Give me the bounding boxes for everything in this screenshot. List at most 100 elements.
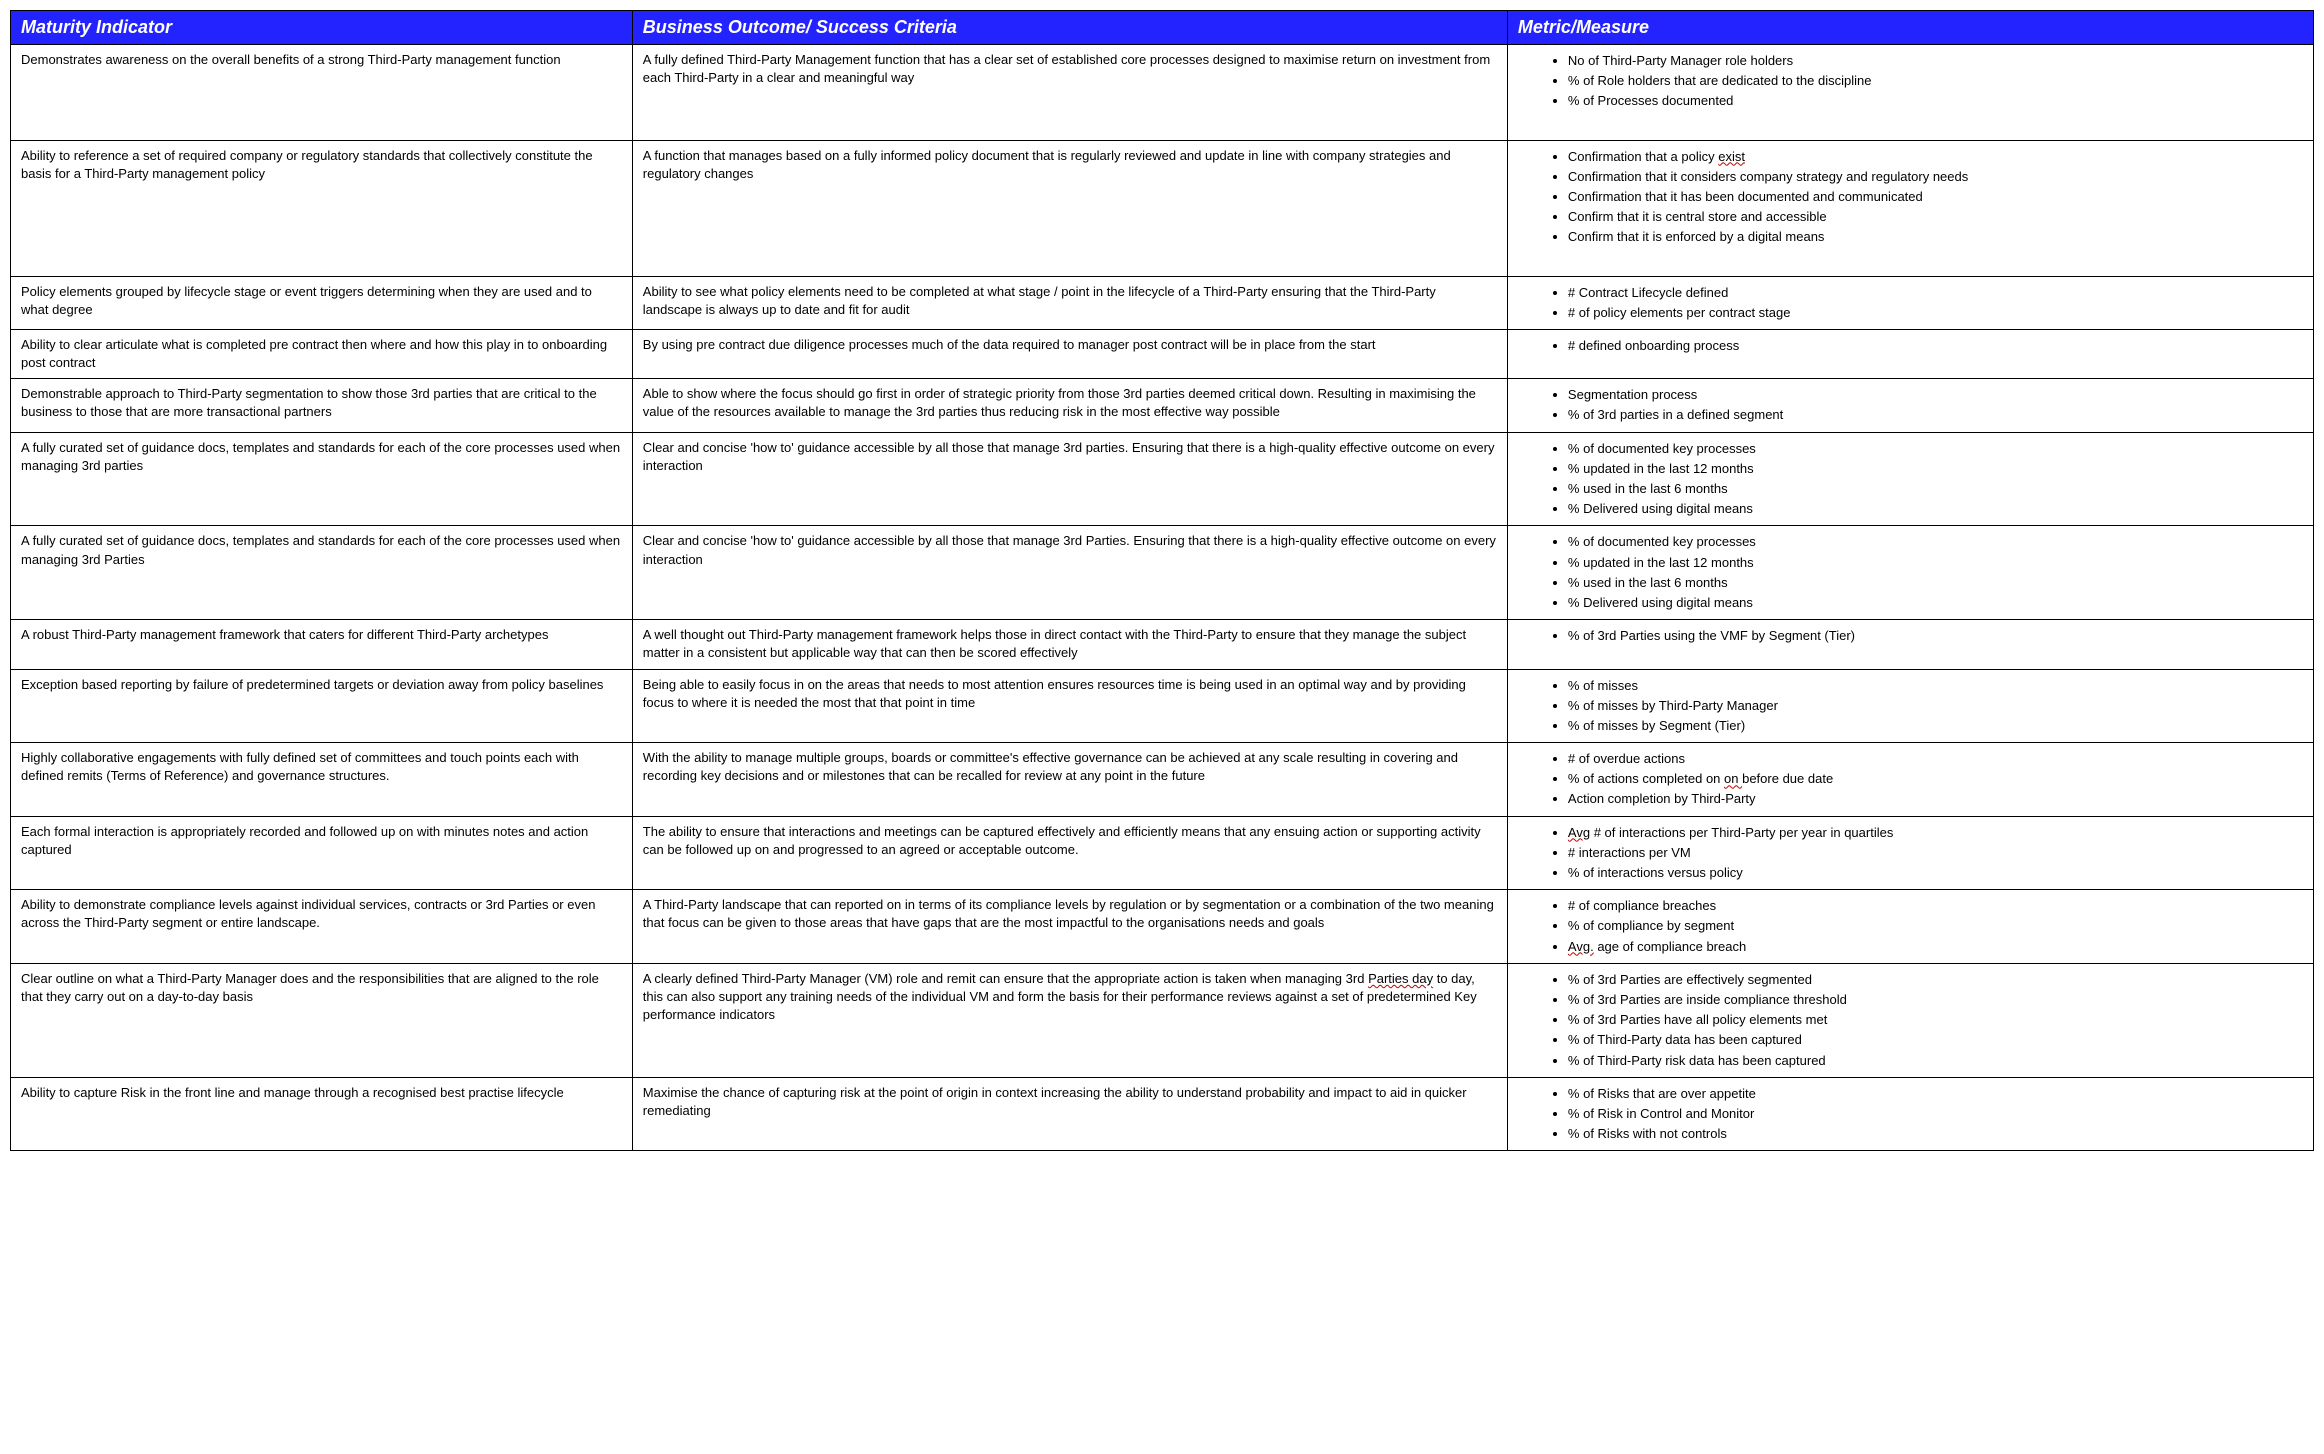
cell-maturity-indicator: Ability to clear articulate what is comp… [11,329,633,378]
table-row: Ability to capture Risk in the front lin… [11,1077,2314,1151]
cell-business-outcome: A function that manages based on a fully… [632,140,1507,276]
metric-item: % of documented key processes [1568,439,2303,459]
metric-item: Avg. age of compliance breach [1568,937,2303,957]
cell-metric-measure: Confirmation that a policy existConfirma… [1507,140,2313,276]
cell-business-outcome: The ability to ensure that interactions … [632,816,1507,890]
metric-item: # of overdue actions [1568,749,2303,769]
cell-metric-measure: # defined onboarding process [1507,329,2313,378]
metric-item: Confirm that it is enforced by a digital… [1568,227,2303,247]
table-row: A fully curated set of guidance docs, te… [11,526,2314,620]
metric-item: Confirmation that it has been documented… [1568,187,2303,207]
metric-item: % used in the last 6 months [1568,479,2303,499]
cell-metric-measure: % of documented key processes% updated i… [1507,432,2313,526]
table-row: Demonstrates awareness on the overall be… [11,45,2314,141]
table-row: Demonstrable approach to Third-Party seg… [11,379,2314,432]
metric-item: Avg # of interactions per Third-Party pe… [1568,823,2303,843]
metric-item: % of Processes documented [1568,91,2303,111]
metric-list: # of overdue actions% of actions complet… [1518,749,2303,810]
cell-business-outcome: A clearly defined Third-Party Manager (V… [632,963,1507,1077]
metric-item: # Contract Lifecycle defined [1568,283,2303,303]
metric-item: Confirm that it is central store and acc… [1568,207,2303,227]
maturity-table: Maturity Indicator Business Outcome/ Suc… [10,10,2314,1151]
cell-maturity-indicator: Demonstrable approach to Third-Party seg… [11,379,633,432]
metric-item: % of 3rd parties in a defined segment [1568,405,2303,425]
cell-metric-measure: % of Risks that are over appetite% of Ri… [1507,1077,2313,1151]
metric-item: % of Role holders that are dedicated to … [1568,71,2303,91]
cell-business-outcome: With the ability to manage multiple grou… [632,743,1507,817]
metric-item: % of 3rd Parties are inside compliance t… [1568,990,2303,1010]
cell-maturity-indicator: Policy elements grouped by lifecycle sta… [11,276,633,329]
metric-item: # defined onboarding process [1568,336,2303,356]
cell-business-outcome: Able to show where the focus should go f… [632,379,1507,432]
metric-list: % of 3rd Parties are effectively segment… [1518,970,2303,1071]
metric-list: % of 3rd Parties using the VMF by Segmen… [1518,626,2303,646]
metric-item: % of actions completed on on before due … [1568,769,2303,789]
table-row: Policy elements grouped by lifecycle sta… [11,276,2314,329]
metric-item: % of Third-Party data has been captured [1568,1030,2303,1050]
table-row: Each formal interaction is appropriately… [11,816,2314,890]
table-row: Highly collaborative engagements with fu… [11,743,2314,817]
metric-item: % of compliance by segment [1568,916,2303,936]
metric-item: # of policy elements per contract stage [1568,303,2303,323]
metric-item: % updated in the last 12 months [1568,459,2303,479]
metric-list: Segmentation process% of 3rd parties in … [1518,385,2303,425]
cell-maturity-indicator: A fully curated set of guidance docs, te… [11,526,633,620]
metric-item: Confirmation that it considers company s… [1568,167,2303,187]
metric-item: % used in the last 6 months [1568,573,2303,593]
cell-business-outcome: Maximise the chance of capturing risk at… [632,1077,1507,1151]
metric-item: % of 3rd Parties are effectively segment… [1568,970,2303,990]
cell-business-outcome: Clear and concise 'how to' guidance acce… [632,526,1507,620]
metric-item: No of Third-Party Manager role holders [1568,51,2303,71]
metric-list: # of compliance breaches% of compliance … [1518,896,2303,957]
cell-maturity-indicator: Each formal interaction is appropriately… [11,816,633,890]
metric-list: % of documented key processes% updated i… [1518,439,2303,520]
cell-maturity-indicator: Demonstrates awareness on the overall be… [11,45,633,141]
metric-item: Segmentation process [1568,385,2303,405]
table-row: A fully curated set of guidance docs, te… [11,432,2314,526]
cell-maturity-indicator: A fully curated set of guidance docs, te… [11,432,633,526]
cell-metric-measure: No of Third-Party Manager role holders% … [1507,45,2313,141]
cell-metric-measure: % of documented key processes% updated i… [1507,526,2313,620]
header-metric-measure: Metric/Measure [1507,11,2313,45]
metric-item: # of compliance breaches [1568,896,2303,916]
metric-item: % of Risk in Control and Monitor [1568,1104,2303,1124]
cell-metric-measure: # Contract Lifecycle defined# of policy … [1507,276,2313,329]
cell-metric-measure: # of overdue actions% of actions complet… [1507,743,2313,817]
cell-business-outcome: Ability to see what policy elements need… [632,276,1507,329]
cell-metric-measure: % of misses% of misses by Third-Party Ma… [1507,669,2313,743]
header-maturity-indicator: Maturity Indicator [11,11,633,45]
cell-maturity-indicator: Clear outline on what a Third-Party Mana… [11,963,633,1077]
metric-item: % of misses by Segment (Tier) [1568,716,2303,736]
metric-item: % of misses [1568,676,2303,696]
cell-maturity-indicator: Ability to demonstrate compliance levels… [11,890,633,964]
metric-item: % of documented key processes [1568,532,2303,552]
table-row: Ability to clear articulate what is comp… [11,329,2314,378]
metric-list: Confirmation that a policy existConfirma… [1518,147,2303,248]
cell-metric-measure: % of 3rd Parties using the VMF by Segmen… [1507,620,2313,669]
cell-metric-measure: # of compliance breaches% of compliance … [1507,890,2313,964]
header-business-outcome: Business Outcome/ Success Criteria [632,11,1507,45]
table-row: A robust Third-Party management framewor… [11,620,2314,669]
metric-list: # Contract Lifecycle defined# of policy … [1518,283,2303,323]
metric-item: % of Third-Party risk data has been capt… [1568,1051,2303,1071]
metric-item: Confirmation that a policy exist [1568,147,2303,167]
metric-list: # defined onboarding process [1518,336,2303,356]
table-header-row: Maturity Indicator Business Outcome/ Suc… [11,11,2314,45]
cell-maturity-indicator: Highly collaborative engagements with fu… [11,743,633,817]
cell-maturity-indicator: Ability to reference a set of required c… [11,140,633,276]
cell-business-outcome: A Third-Party landscape that can reporte… [632,890,1507,964]
metric-item: % of Risks with not controls [1568,1124,2303,1144]
metric-item: % updated in the last 12 months [1568,553,2303,573]
metric-item: % of misses by Third-Party Manager [1568,696,2303,716]
metric-list: % of Risks that are over appetite% of Ri… [1518,1084,2303,1145]
metric-item: % of 3rd Parties have all policy element… [1568,1010,2303,1030]
metric-item: % Delivered using digital means [1568,499,2303,519]
cell-maturity-indicator: A robust Third-Party management framewor… [11,620,633,669]
table-body: Demonstrates awareness on the overall be… [11,45,2314,1151]
cell-business-outcome: A fully defined Third-Party Management f… [632,45,1507,141]
table-row: Ability to demonstrate compliance levels… [11,890,2314,964]
cell-business-outcome: By using pre contract due diligence proc… [632,329,1507,378]
metric-item: % of Risks that are over appetite [1568,1084,2303,1104]
metric-list: % of documented key processes% updated i… [1518,532,2303,613]
metric-list: % of misses% of misses by Third-Party Ma… [1518,676,2303,737]
